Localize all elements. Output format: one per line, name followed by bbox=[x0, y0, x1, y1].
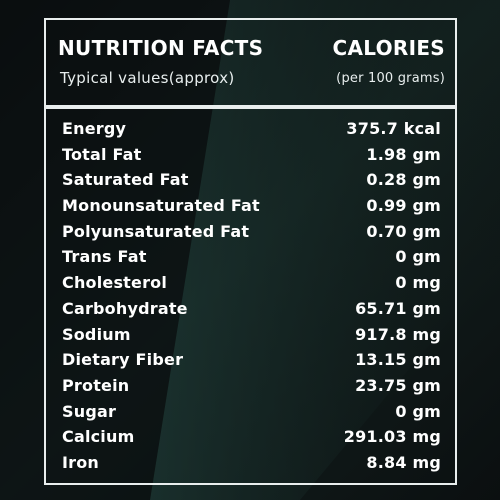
nutrient-label: Energy bbox=[62, 119, 127, 138]
nutrient-value: 291.03 mg bbox=[343, 427, 441, 447]
nutrient-label: Polyunsaturated Fat bbox=[62, 221, 250, 241]
nutrient-label: Cholesterol bbox=[62, 273, 168, 293]
nutrient-label: Calcium bbox=[62, 427, 135, 447]
nutrient-value: 65.71 gm bbox=[355, 298, 441, 318]
nutrient-row-total-fat: Total Fat 1.98 gm bbox=[46, 142, 455, 168]
nutrient-value: 0 gm bbox=[395, 401, 441, 421]
nutrient-label: Saturated Fat bbox=[62, 170, 189, 190]
nutrition-values-panel: Energy 375.7 kcal Total Fat 1.98 gm Satu… bbox=[44, 107, 457, 485]
nutrition-header-panel: NUTRITION FACTS Typical values(approx) C… bbox=[44, 18, 457, 107]
nutrient-row-sugar: Sugar 0 gm bbox=[46, 399, 455, 425]
nutrient-label: Sodium bbox=[62, 324, 131, 344]
nutrient-row-monounsaturated-fat: Monounsaturated Fat 0.99 gm bbox=[46, 193, 455, 219]
nutrient-value: 0 gm bbox=[395, 247, 441, 267]
nutrient-value: 0 mg bbox=[395, 273, 441, 293]
nutrient-value: 1.98 gm bbox=[366, 144, 441, 164]
calories-heading: CALORIES bbox=[332, 36, 445, 60]
per-100-grams-note: (per 100 grams) bbox=[336, 71, 445, 86]
nutrient-row-sodium: Sodium 917.8 mg bbox=[46, 322, 455, 348]
nutrient-row-trans-fat: Trans Fat 0 gm bbox=[46, 244, 455, 270]
nutrient-value: 0.28 gm bbox=[366, 170, 441, 190]
nutrient-value: 0.70 gm bbox=[366, 221, 441, 241]
nutrient-row-saturated-fat: Saturated Fat 0.28 gm bbox=[46, 167, 455, 193]
nutrient-row-protein: Protein 23.75 gm bbox=[46, 373, 455, 399]
nutrition-facts-title: NUTRITION FACTS bbox=[58, 36, 264, 60]
nutrient-value: 375.7 kcal bbox=[346, 119, 441, 138]
nutrient-value: 917.8 mg bbox=[355, 324, 441, 344]
nutrient-row-dietary-fiber: Dietary Fiber 13.15 gm bbox=[46, 347, 455, 373]
nutrient-row-carbohydrate: Carbohydrate 65.71 gm bbox=[46, 296, 455, 322]
nutrient-value: 0.99 gm bbox=[366, 196, 441, 216]
nutrient-value: 23.75 gm bbox=[355, 375, 441, 395]
nutrient-label: Protein bbox=[62, 375, 130, 395]
typical-values-subtitle: Typical values(approx) bbox=[60, 69, 235, 87]
nutrient-label: Iron bbox=[62, 452, 100, 472]
nutrient-label: Dietary Fiber bbox=[62, 350, 184, 370]
nutrient-row-iron: Iron 8.84 mg bbox=[46, 450, 455, 476]
nutrient-label: Carbohydrate bbox=[62, 298, 188, 318]
nutrient-label: Monounsaturated Fat bbox=[62, 196, 260, 216]
nutrient-row-calcium: Calcium 291.03 mg bbox=[46, 424, 455, 450]
nutrient-label: Trans Fat bbox=[62, 247, 147, 267]
nutrient-row-energy: Energy 375.7 kcal bbox=[46, 116, 455, 142]
nutrient-row-cholesterol: Cholesterol 0 mg bbox=[46, 270, 455, 296]
nutrient-list: Energy 375.7 kcal Total Fat 1.98 gm Satu… bbox=[46, 116, 455, 476]
nutrient-value: 13.15 gm bbox=[355, 350, 441, 370]
nutrient-value: 8.84 mg bbox=[366, 452, 441, 472]
nutrient-label: Sugar bbox=[62, 401, 117, 421]
nutrient-label: Total Fat bbox=[62, 144, 142, 164]
nutrient-row-polyunsaturated-fat: Polyunsaturated Fat 0.70 gm bbox=[46, 219, 455, 245]
